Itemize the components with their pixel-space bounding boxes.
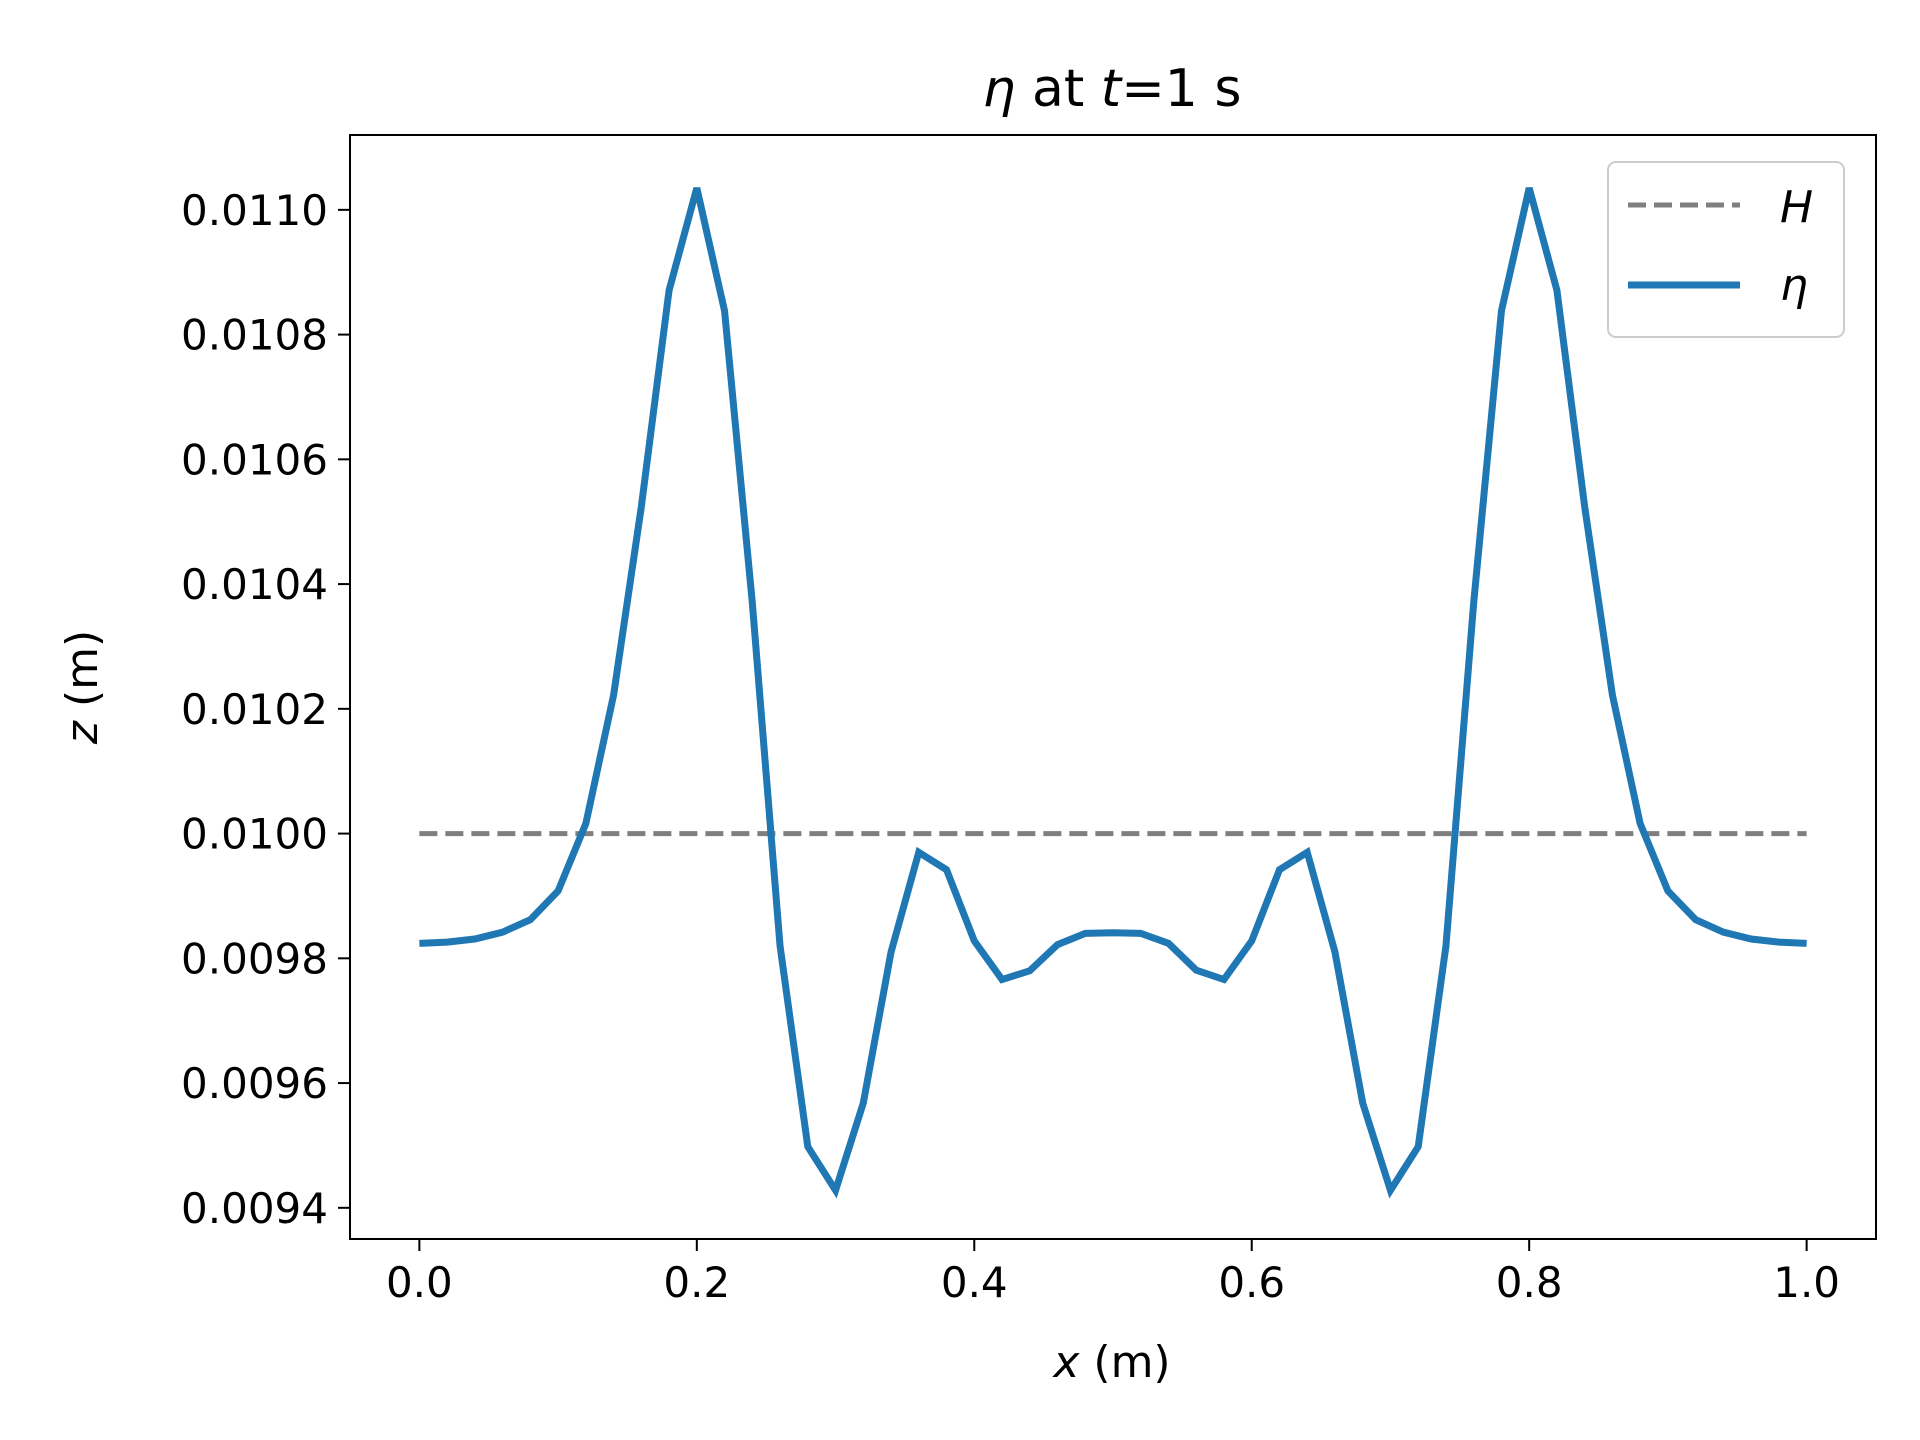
legend-eta-label: η: [1780, 260, 1808, 311]
axes-frame: [349, 134, 1877, 1240]
legend: H η: [1607, 161, 1845, 338]
y-axis-label-var: z: [57, 720, 108, 745]
y-tick-label: 0.0100: [181, 810, 328, 859]
x-tick-label: 0.0: [386, 1258, 453, 1307]
x-axis-ticks: 0.0 0.2 0.4 0.6 0.8 1.0: [386, 1239, 1840, 1307]
series-eta-line: [419, 187, 1807, 1199]
plot-area: [419, 187, 1807, 1199]
x-tick-label: 0.4: [941, 1258, 1008, 1307]
chart-title: η at t=1 s: [983, 59, 1242, 119]
x-axis-label-var: x: [1051, 1337, 1080, 1388]
y-tick-label: 0.0110: [181, 186, 328, 235]
x-axis-label-unit: (m): [1079, 1337, 1170, 1388]
title-mid: at: [1015, 59, 1100, 119]
y-tick-label: 0.0108: [181, 311, 328, 360]
y-axis-label: z (m): [57, 630, 108, 745]
title-symbol: η: [983, 59, 1016, 119]
x-tick-label: 0.8: [1496, 1258, 1563, 1307]
y-tick-label: 0.0098: [181, 934, 328, 983]
title-variable: t: [1101, 59, 1123, 119]
y-tick-label: 0.0102: [181, 685, 328, 734]
y-axis-label-unit: (m): [57, 630, 108, 721]
y-tick-label: 0.0104: [181, 560, 328, 609]
legend-h-label: H: [1780, 182, 1813, 233]
x-axis-label: x (m): [1051, 1337, 1170, 1388]
y-tick-label: 0.0096: [181, 1059, 328, 1108]
y-axis-ticks: 0.0094 0.0096 0.0098 0.0100 0.0102 0.0104 0.01…: [181, 186, 350, 1233]
x-tick-label: 0.2: [663, 1258, 730, 1307]
x-tick-label: 0.6: [1218, 1258, 1285, 1307]
y-tick-label: 0.0094: [181, 1184, 328, 1233]
y-tick-label: 0.0106: [181, 435, 328, 484]
title-rest: =1 s: [1121, 59, 1241, 119]
x-tick-label: 1.0: [1773, 1258, 1840, 1307]
